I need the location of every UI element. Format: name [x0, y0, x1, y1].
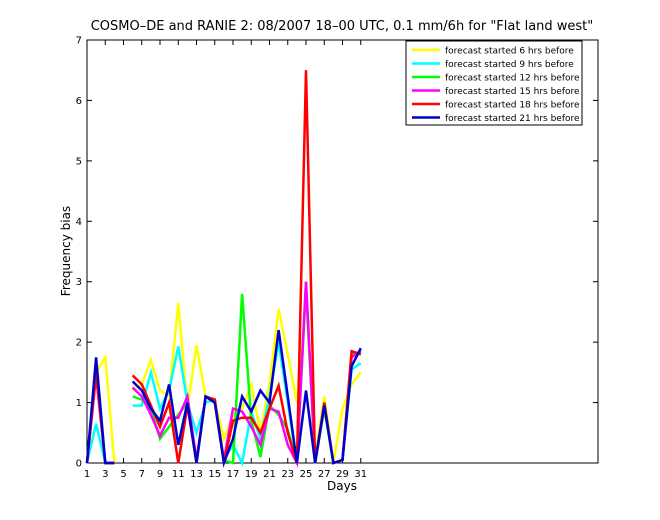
y-axis-label: Frequency bias [59, 206, 73, 296]
x-tick-label: 25 [300, 469, 313, 480]
y-tick-label: 4 [76, 217, 82, 228]
legend: forecast started 6 hrs before forecast st… [405, 40, 583, 126]
y-tick-label: 6 [76, 96, 82, 107]
y-tick-label: 5 [76, 156, 82, 167]
legend-label-2: forecast started 9 hrs before [445, 60, 574, 70]
x-tick-label: 11 [172, 469, 185, 480]
y-tick-label: 7 [76, 36, 82, 47]
y-tick-label: 2 [76, 338, 82, 349]
legend-label-5: forecast started 18 hrs before [445, 101, 580, 111]
legend-label-4: forecast started 15 hrs before [445, 87, 580, 97]
y-tick-label: 0 [76, 459, 82, 470]
x-tick-label: 1 [84, 469, 90, 480]
x-tick-label: 9 [157, 469, 163, 480]
x-tick-label: 5 [120, 469, 126, 480]
x-axis-label: Days [327, 479, 357, 493]
series-lines [85, 70, 362, 468]
x-tick-label: 15 [208, 469, 221, 480]
y-tick-label: 3 [76, 277, 82, 288]
x-tick-label: 7 [139, 469, 145, 480]
chart-title: COSMO–DE and RANIE 2: 08/2007 18–00 UTC,… [91, 19, 594, 34]
x-tick-label: 21 [263, 469, 276, 480]
x-axis: 1 3 5 7 9 11 13 15 17 19 21 23 25 27 29 31 [84, 40, 367, 480]
legend-label-1: forecast started 6 hrs before [445, 47, 574, 57]
x-tick-label: 17 [227, 469, 240, 480]
x-tick-label: 31 [354, 469, 367, 480]
y-tick-label: 1 [76, 398, 82, 409]
y-axis: 0 1 2 3 4 5 6 7 [76, 36, 598, 470]
series-line-6 [85, 329, 362, 468]
x-tick-label: 19 [245, 469, 258, 480]
legend-box [405, 40, 583, 126]
x-tick-label: 3 [102, 469, 108, 480]
x-tick-label: 29 [336, 469, 349, 480]
legend-label-3: forecast started 12 hrs before [445, 74, 580, 84]
legend-label-6: forecast started 21 hrs before [445, 114, 580, 124]
x-tick-label: 23 [281, 469, 294, 480]
x-tick-label: 13 [190, 469, 203, 480]
x-tick-label: 27 [318, 469, 331, 480]
